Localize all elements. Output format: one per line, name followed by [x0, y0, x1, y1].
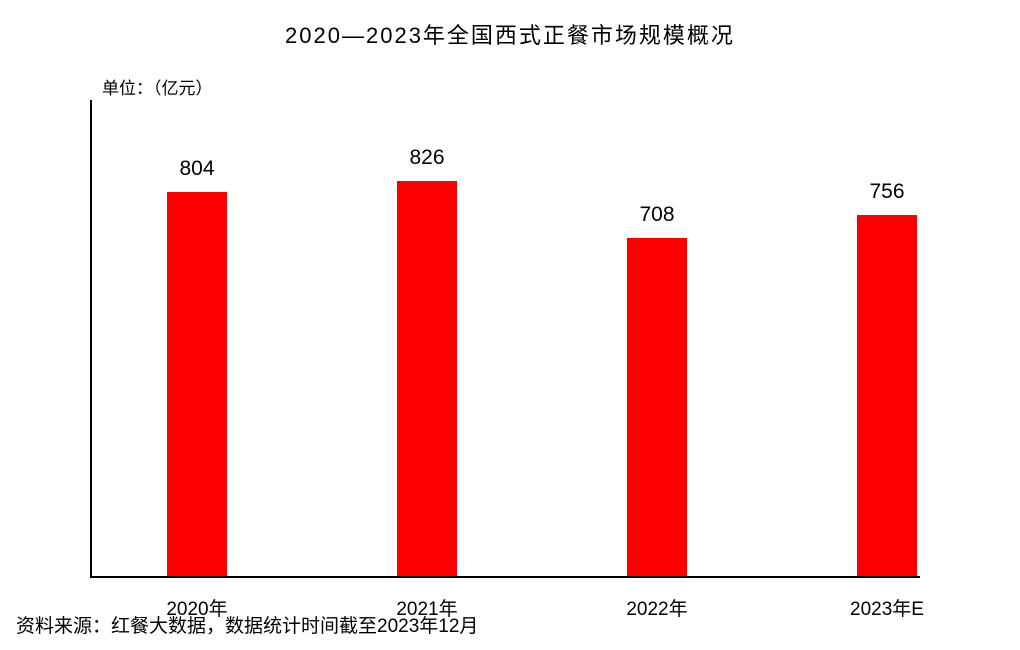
bar-value-label: 708	[597, 203, 717, 227]
bar-group: 826	[397, 181, 457, 576]
bar	[167, 192, 227, 576]
bar-value-label: 804	[137, 157, 257, 181]
bar-value-label: 826	[367, 146, 487, 170]
plot-area: 8042020年8262021年7082022年7562023年E	[90, 100, 920, 578]
bar-value-label: 756	[827, 180, 947, 204]
chart-title: 2020—2023年全国西式正餐市场规模概况	[0, 18, 1020, 50]
bar-group: 708	[627, 238, 687, 576]
bar	[397, 181, 457, 576]
unit-label: 单位：（亿元）	[102, 74, 213, 99]
bar	[627, 238, 687, 576]
x-axis-label: 2023年E	[812, 594, 962, 621]
source-label: 资料来源：红餐大数据，数据统计时间截至2023年12月	[16, 611, 478, 638]
bar-group: 756	[857, 215, 917, 576]
bar	[857, 215, 917, 576]
x-axis-label: 2022年	[582, 594, 732, 621]
bar-group: 804	[167, 192, 227, 576]
